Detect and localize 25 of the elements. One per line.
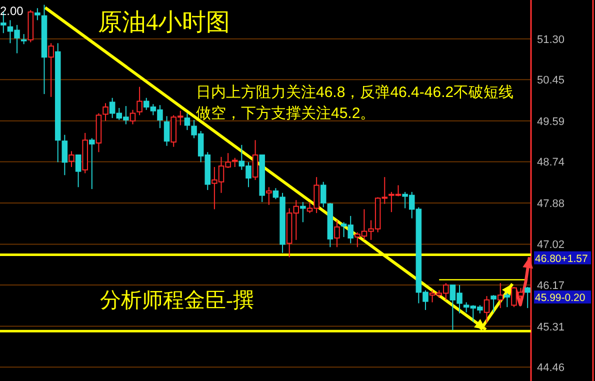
y-tick-label: 48.74 [537,156,565,169]
text: 45.99-0.20 [535,292,586,304]
y-tick-label: 47.88 [537,198,565,210]
y-tick-label: 47.02 [537,239,565,252]
y-tick-label: 46.17 [537,280,565,292]
candlestick [184,112,190,131]
y-tick-label: 50.45 [537,74,565,87]
candlestick [484,296,490,324]
annotation: 分析师程金臣-撰 [100,287,254,314]
y-tick-label: 45.31 [537,321,565,334]
chart-title: 原油4小时图 [98,10,230,36]
ref-line-label: 46.80+1.57 [535,252,588,265]
y-tick-label: 49.59 [537,116,565,128]
candlestick [54,42,61,163]
y-tick-label: 51.30 [537,34,565,46]
candlestick [164,116,170,146]
annotation: 日内上方阻力关注46.8，反弹46.4-46.2不破短线做空，下方支撑关注45.2。 [196,83,515,124]
candlestick [300,202,306,223]
candlestick [102,102,108,122]
candlestick [497,282,504,309]
candlestick [266,186,272,206]
annotation: 2.00 [0,4,24,18]
candlestick [68,150,74,168]
candlestick [41,4,48,95]
y-tick-label: 44.46 [537,362,565,374]
